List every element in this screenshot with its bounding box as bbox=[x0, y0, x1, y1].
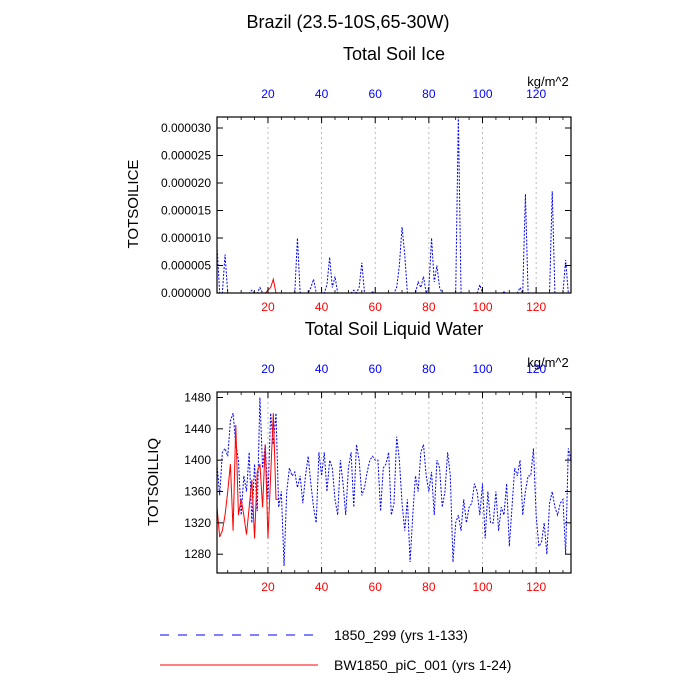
soil-ice-x-tick-label-top: 60 bbox=[369, 87, 383, 101]
soil-ice-x-tick-label-bottom: 120 bbox=[526, 300, 546, 314]
soil-ice-y-tick-label: 0.000030 bbox=[161, 121, 211, 135]
legend: 1850_299 (yrs 1-133) BW1850_piC_001 (yrs… bbox=[160, 627, 511, 673]
soil-ice-y-tick-label: 0.000020 bbox=[161, 176, 211, 190]
soil-liquid-y-tick-label: 1320 bbox=[184, 516, 211, 530]
soil-ice-x-tick-label-top: 120 bbox=[526, 87, 546, 101]
soil-ice-x-tick-label-top: 40 bbox=[315, 87, 329, 101]
soil-liquid-y-tick-label: 1360 bbox=[184, 485, 211, 499]
figure-title: Brazil (23.5-10S,65-30W) bbox=[246, 12, 449, 32]
soil-ice-units: kg/m^2 bbox=[527, 74, 569, 89]
soil-liquid-series-bw1850 bbox=[216, 413, 279, 539]
soil-ice-title: Total Soil Ice bbox=[343, 44, 445, 64]
soil-ice-x-tick-label-bottom: 40 bbox=[315, 300, 329, 314]
soil-liquid-x-tick-label-top: 60 bbox=[369, 362, 383, 376]
soil-liquid-x-tick-label-bottom: 120 bbox=[526, 580, 546, 594]
soil-liquid-x-tick-label-top: 80 bbox=[422, 362, 436, 376]
soil-liquid-y-tick-label: 1280 bbox=[184, 547, 211, 561]
soil-ice-x-tick-label-bottom: 20 bbox=[261, 300, 275, 314]
soil-liquid-y-label: TOTSOILLIQ bbox=[145, 438, 162, 526]
soil-ice-series-bw1850 bbox=[217, 277, 279, 294]
soil-ice-x-tick-label-bottom: 100 bbox=[472, 300, 492, 314]
soil-ice-x-tick-label-top: 100 bbox=[472, 87, 492, 101]
soil-liquid-panel: Total Soil Liquid Water kg/m^2 TOTSOILLI… bbox=[145, 319, 572, 594]
soil-liquid-y-tick-label: 1400 bbox=[184, 453, 211, 467]
legend-label-bw1850: BW1850_piC_001 (yrs 1-24) bbox=[334, 657, 511, 673]
soil-liquid-y-tick-label: 1480 bbox=[184, 390, 211, 404]
soil-liquid-y-tick-label: 1440 bbox=[184, 422, 211, 436]
legend-label-1850: 1850_299 (yrs 1-133) bbox=[334, 627, 468, 643]
soil-liquid-x-tick-label-bottom: 60 bbox=[369, 580, 383, 594]
soil-liquid-x-tick-label-bottom: 20 bbox=[261, 580, 275, 594]
soil-ice-x-tick-label-top: 80 bbox=[422, 87, 436, 101]
soil-liquid-axes-frame bbox=[216, 391, 572, 574]
soil-liquid-title: Total Soil Liquid Water bbox=[305, 319, 483, 339]
soil-ice-axes-frame bbox=[216, 116, 572, 294]
soil-ice-y-tick-label: 0.000005 bbox=[161, 259, 211, 273]
soil-ice-y-tick-label: 0.000025 bbox=[161, 149, 211, 163]
soil-ice-y-tick-label: 0.000010 bbox=[161, 231, 211, 245]
soil-ice-x-tick-label-bottom: 60 bbox=[369, 300, 383, 314]
soil-ice-series-1850 bbox=[216, 116, 569, 295]
soil-ice-y-label: TOTSOILICE bbox=[125, 160, 142, 249]
soil-liquid-series-1850 bbox=[216, 397, 572, 566]
soil-ice-x-tick-label-top: 20 bbox=[261, 87, 275, 101]
soil-ice-y-tick-label: 0.000015 bbox=[161, 204, 211, 218]
soil-liquid-x-tick-label-top: 40 bbox=[315, 362, 329, 376]
soil-ice-y-tick-label: 0.000000 bbox=[161, 286, 211, 300]
soil-ice-panel: Total Soil Ice kg/m^2 TOTSOILICE 20 20 40 4… bbox=[125, 44, 572, 314]
soil-liquid-units: kg/m^2 bbox=[527, 355, 569, 370]
soil-liquid-x-tick-label-top: 20 bbox=[261, 362, 275, 376]
soil-liquid-x-tick-label-bottom: 40 bbox=[315, 580, 329, 594]
soil-liquid-x-tick-label-bottom: 100 bbox=[472, 580, 492, 594]
soil-liquid-x-tick-label-top: 100 bbox=[472, 362, 492, 376]
soil-liquid-x-tick-label-bottom: 80 bbox=[422, 580, 436, 594]
soil-liquid-x-tick-label-top: 120 bbox=[526, 362, 546, 376]
soil-ice-x-tick-label-bottom: 80 bbox=[422, 300, 436, 314]
